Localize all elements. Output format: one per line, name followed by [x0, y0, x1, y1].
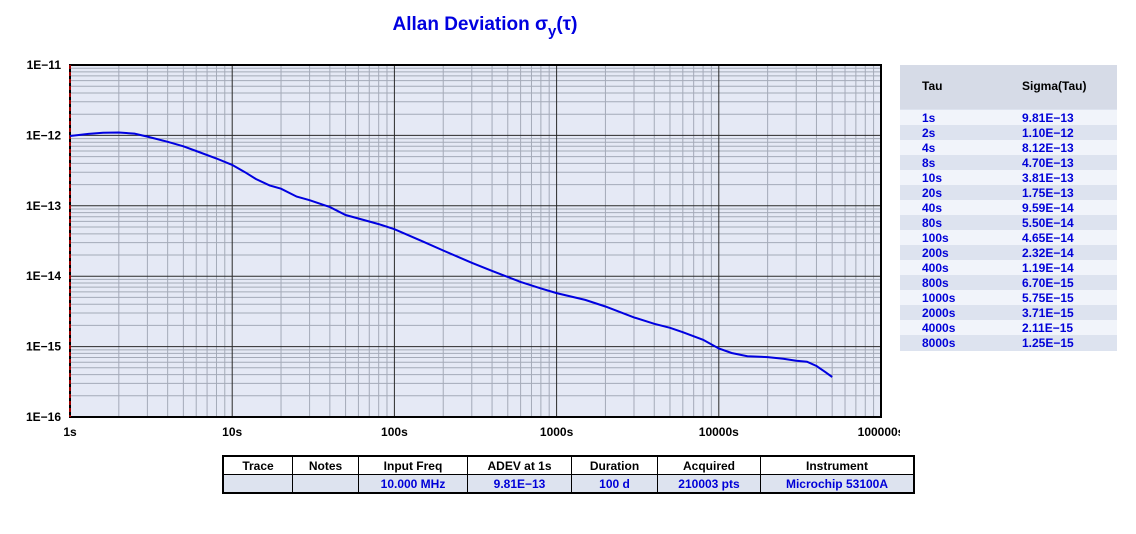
tau-table-row: 4000s 2.11E−15	[900, 320, 1117, 335]
sigma-value: 1.10E−12	[1022, 126, 1074, 140]
tau-header: Tau	[922, 79, 943, 93]
tau-sigma-table: Tau Sigma(Tau) 1s 9.81E−13 2s 1.10E−12 4s 8.1…	[900, 65, 1117, 351]
title-main: Allan Deviation σ	[392, 14, 549, 35]
tau-table-row: 40s 9.59E−14	[900, 200, 1117, 215]
tau-value: 800s	[922, 276, 949, 290]
chart-title: Allan Deviation σy(τ)	[300, 14, 670, 40]
tau-table-row: 1000s 5.75E−15	[900, 290, 1117, 305]
tau-value: 10s	[922, 171, 943, 185]
trace-info-table: Trace Notes Input Freq ADEV at 1s Durati…	[222, 455, 915, 494]
sigma-value: 3.71E−15	[1022, 306, 1074, 320]
info-value-adev: 9.81E−13	[467, 474, 572, 494]
sigma-value: 5.75E−15	[1022, 291, 1074, 305]
adev-series-line	[69, 131, 833, 378]
info-header-trace: Trace	[222, 455, 293, 475]
plot-area	[70, 65, 881, 417]
tau-value: 2000s	[922, 306, 956, 320]
y-tick-label: 1E−14	[26, 269, 61, 283]
tau-value: 8s	[922, 156, 936, 170]
info-value-duration: 100 d	[571, 474, 658, 494]
sigma-value: 1.25E−15	[1022, 336, 1074, 350]
tau-table-row: 10s 3.81E−13	[900, 170, 1117, 185]
title-subscript: y	[548, 23, 557, 40]
tau-table-row: 800s 6.70E−15	[900, 275, 1117, 290]
x-tick-label: 100s	[381, 425, 408, 439]
info-value-row: 10.000 MHz 9.81E−13 100 d 210003 pts Mic…	[222, 474, 915, 494]
tau-table-row: 2000s 3.71E−15	[900, 305, 1117, 320]
tau-table-row: 100s 4.65E−14	[900, 230, 1117, 245]
info-header-duration: Duration	[571, 455, 658, 475]
sigma-value: 2.11E−15	[1022, 321, 1074, 335]
sigma-value: 3.81E−13	[1022, 171, 1074, 185]
sigma-value: 5.50E−14	[1022, 216, 1074, 230]
tau-table-row: 8s 4.70E−13	[900, 155, 1117, 170]
tau-value: 40s	[922, 201, 943, 215]
tau-value: 1000s	[922, 291, 956, 305]
info-header-input-freq: Input Freq	[358, 455, 468, 475]
tau-table-row: 20s 1.75E−13	[900, 185, 1117, 200]
tau-table-row: 200s 2.32E−14	[900, 245, 1117, 260]
info-header-notes: Notes	[292, 455, 359, 475]
tau-value: 80s	[922, 216, 943, 230]
sigma-value: 1.19E−14	[1022, 261, 1074, 275]
y-tick-label: 1E−15	[26, 340, 61, 354]
tau-table-row: 2s 1.10E−12	[900, 125, 1117, 140]
sigma-value: 9.81E−13	[1022, 111, 1074, 125]
tau-value: 4000s	[922, 321, 956, 335]
sigma-value: 4.70E−13	[1022, 156, 1074, 170]
info-value-trace	[222, 474, 293, 494]
sigma-value: 2.32E−14	[1022, 246, 1074, 260]
x-tick-label: 10000s	[699, 425, 739, 439]
tau-value: 1s	[922, 111, 936, 125]
x-tick-label: 100000s	[858, 425, 900, 439]
x-tick-label: 1000s	[540, 425, 574, 439]
sigma-header: Sigma(Tau)	[1022, 79, 1087, 93]
info-header-row: Trace Notes Input Freq ADEV at 1s Durati…	[222, 455, 915, 475]
tau-value: 200s	[922, 246, 949, 260]
tau-value: 100s	[922, 231, 949, 245]
tau-table-row: 1s 9.81E−13	[900, 110, 1117, 125]
tau-value: 20s	[922, 186, 943, 200]
info-header-acquired: Acquired	[657, 455, 761, 475]
title-tail: (τ)	[556, 14, 578, 35]
info-header-adev: ADEV at 1s	[467, 455, 572, 475]
sigma-value: 8.12E−13	[1022, 141, 1074, 155]
info-header-instrument: Instrument	[760, 455, 915, 475]
tau-value: 2s	[922, 126, 936, 140]
y-tick-label: 1E−13	[26, 199, 61, 213]
tau-value: 400s	[922, 261, 949, 275]
x-tick-label: 10s	[222, 425, 242, 439]
tau-table-row: 80s 5.50E−14	[900, 215, 1117, 230]
sigma-value: 6.70E−15	[1022, 276, 1074, 290]
tau-table-row: 400s 1.19E−14	[900, 260, 1117, 275]
info-value-input-freq: 10.000 MHz	[358, 474, 468, 494]
adev-plot: 1s 10s 100s 1000s 10000s 100000s 1E−11 1E−12 1E−…	[26, 58, 900, 439]
info-value-instrument: Microchip 53100A	[760, 474, 915, 494]
sigma-value: 9.59E−14	[1022, 201, 1074, 215]
tau-table-row: 8000s 1.25E−15	[900, 335, 1117, 350]
info-value-acquired: 210003 pts	[657, 474, 761, 494]
tau-value: 8000s	[922, 336, 956, 350]
y-tick-label: 1E−16	[26, 410, 61, 424]
x-tick-label: 1s	[63, 425, 77, 439]
y-tick-label: 1E−11	[27, 58, 62, 72]
sigma-value: 4.65E−14	[1022, 231, 1074, 245]
info-value-notes	[292, 474, 359, 494]
tau-value: 4s	[922, 141, 936, 155]
tau-table-header: Tau Sigma(Tau)	[900, 65, 1117, 109]
tau-table-row: 4s 8.12E−13	[900, 140, 1117, 155]
sigma-value: 1.75E−13	[1022, 186, 1074, 200]
y-tick-label: 1E−12	[26, 128, 61, 142]
